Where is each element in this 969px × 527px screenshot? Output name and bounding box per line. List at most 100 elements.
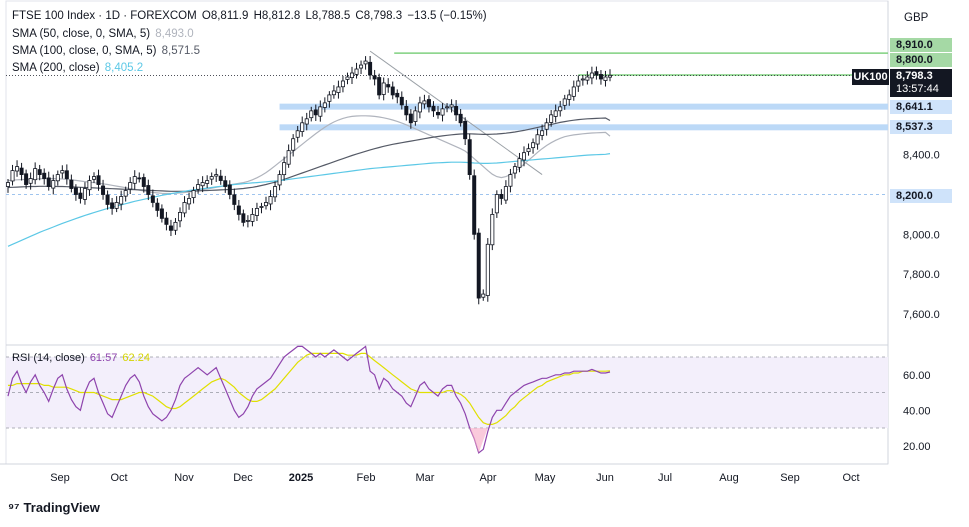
candle-up[interactable] [422,100,427,105]
candle-down[interactable] [64,170,69,179]
candle-up[interactable] [209,176,214,180]
candle-up[interactable] [300,122,305,132]
candle-up[interactable] [304,118,309,125]
candle-up[interactable] [214,174,219,177]
candle-up[interactable] [449,104,454,108]
candle-up[interactable] [608,74,613,78]
currency-label[interactable]: GBP [904,12,929,24]
candle-up[interactable] [354,68,359,75]
candle-up[interactable] [562,98,567,106]
candle-down[interactable] [372,75,377,80]
candle-down[interactable] [141,177,146,187]
candle-up[interactable] [123,190,128,197]
candle-up[interactable] [417,102,422,113]
candle-down[interactable] [227,184,232,195]
candle-up[interactable] [553,110,558,117]
candle-down[interactable] [431,105,436,112]
candle-up[interactable] [567,94,572,100]
candle-down[interactable] [232,194,237,205]
tradingview-logo[interactable]: ⁹⁷ TradingView [8,500,100,515]
candle-down[interactable] [236,205,241,215]
candle-up[interactable] [322,102,327,108]
candle-up[interactable] [603,76,608,81]
candle-up[interactable] [363,60,368,65]
candle-up[interactable] [286,150,291,165]
candle-up[interactable] [191,190,196,199]
candle-up[interactable] [445,106,450,109]
candle-up[interactable] [336,86,341,93]
candle-down[interactable] [96,175,101,185]
candle-up[interactable] [558,106,563,112]
candle-up[interactable] [128,182,133,190]
candle-up[interactable] [522,152,527,161]
candle-down[interactable] [73,187,78,195]
candle-up[interactable] [531,142,536,149]
candle-down[interactable] [78,192,83,199]
candle-up[interactable] [331,90,336,96]
candle-down[interactable] [598,74,603,80]
candle-up[interactable] [15,166,20,172]
candle-up[interactable] [340,80,345,88]
sma200-line[interactable] [7,153,611,247]
candle-down[interactable] [368,61,373,76]
candle-down[interactable] [19,167,24,175]
candle-down[interactable] [37,169,42,175]
candle-up[interactable] [254,208,259,216]
candle-down[interactable] [404,105,409,116]
candle-up[interactable] [205,180,210,184]
candle-down[interactable] [435,111,440,116]
candle-down[interactable] [499,194,504,199]
candle-up[interactable] [187,198,192,205]
candle-up[interactable] [359,64,364,69]
candle-down[interactable] [463,120,468,140]
candle-up[interactable] [309,110,314,119]
candle-down[interactable] [137,177,142,180]
candle-up[interactable] [549,114,554,123]
candle-up[interactable] [132,176,137,184]
candle-down[interactable] [24,173,29,185]
candle-up[interactable] [28,178,33,184]
candle-up[interactable] [318,106,323,117]
candle-up[interactable] [92,176,97,180]
candle-down[interactable] [42,172,47,179]
candle-up[interactable] [268,196,273,205]
candle-up[interactable] [177,212,182,222]
candle-down[interactable] [146,185,151,195]
sma50-legend[interactable]: SMA (50, close, 0, SMA, 5) 8,493.0 [12,28,196,40]
rsi-line[interactable] [7,345,611,454]
candle-down[interactable] [472,175,477,235]
candle-up[interactable] [259,206,264,208]
candle-up[interactable] [51,180,56,189]
candle-up[interactable] [119,196,124,205]
candle-up[interactable] [589,72,594,79]
support-zone-8537[interactable] [279,124,888,131]
candle-up[interactable] [508,174,513,187]
candle-up[interactable] [277,174,282,186]
candle-down[interactable] [476,232,481,299]
candle-up[interactable] [535,134,540,145]
candle-up[interactable] [481,293,486,298]
candle-up[interactable] [440,108,445,116]
candle-up[interactable] [544,122,549,130]
sma100-legend[interactable]: SMA (100, close, 0, SMA, 5) 8,571.5 [12,45,202,57]
candle-up[interactable] [295,130,300,138]
candle-down[interactable] [223,180,228,187]
candle-up[interactable] [33,168,38,181]
candle-down[interactable] [377,77,382,96]
candle-down[interactable] [395,92,400,98]
candle-up[interactable] [282,162,287,176]
candle-down[interactable] [386,84,391,88]
candle-up[interactable] [182,202,187,214]
candle-up[interactable] [526,148,531,153]
candle-down[interactable] [467,139,472,175]
candle-down[interactable] [168,225,173,231]
candle-up[interactable] [10,170,15,182]
candle-down[interactable] [101,185,106,195]
candle-up[interactable] [381,82,386,95]
candle-down[interactable] [159,208,164,219]
candle-down[interactable] [110,202,115,209]
candle-down[interactable] [218,175,223,181]
candle-down[interactable] [69,179,74,189]
candle-down[interactable] [426,99,431,108]
candle-up[interactable] [580,78,585,81]
